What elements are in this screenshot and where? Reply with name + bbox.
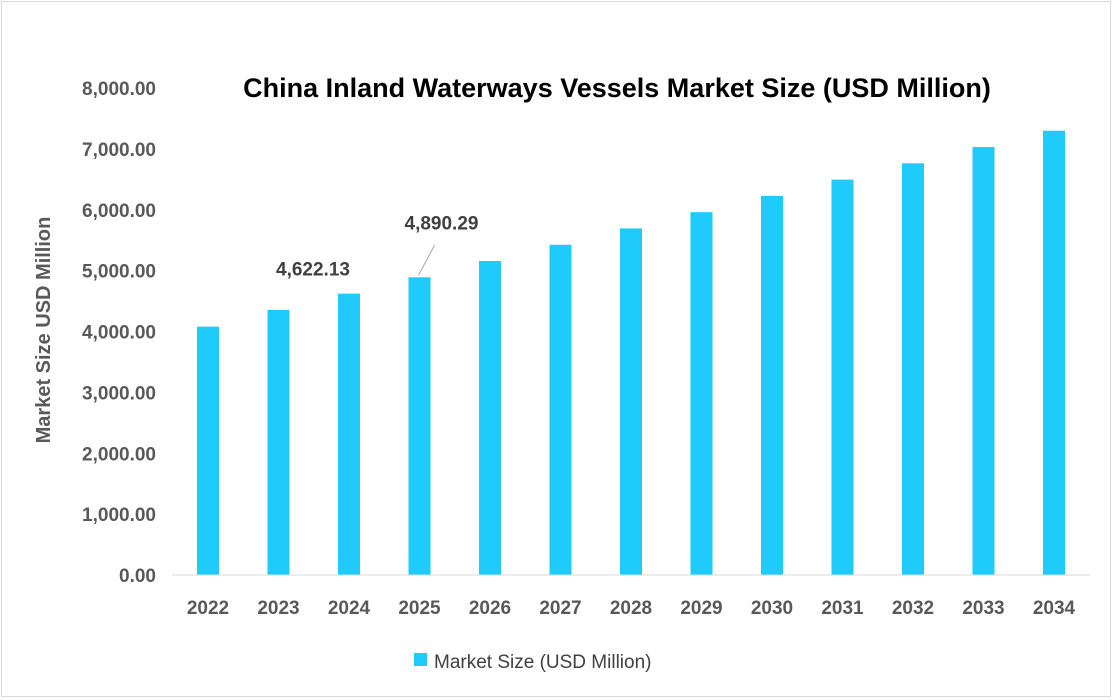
y-tick-label: 8,000.00 [82,79,156,100]
chart-title: China Inland Waterways Vessels Market Si… [243,73,991,103]
bar-2032 [902,163,924,575]
bar-2026 [479,261,501,575]
leader-line [418,245,435,276]
bar-2028 [620,228,642,575]
x-tick-label: 2030 [751,598,793,619]
x-tick-label: 2023 [257,598,299,619]
x-tick-label: 2032 [892,598,934,619]
y-tick-label: 6,000.00 [82,201,156,222]
x-tick-label: 2033 [962,598,1004,619]
x-tick-label: 2024 [328,598,371,619]
y-tick-label: 1,000.00 [82,505,156,526]
x-tick-label: 2028 [610,598,652,619]
y-tick-label: 4,000.00 [82,323,156,344]
legend-swatch [414,653,427,666]
y-tick-label: 0.00 [119,566,156,587]
legend-label: Market Size (USD Million) [434,652,651,673]
y-tick-label: 5,000.00 [82,262,156,283]
x-tick-label: 2027 [539,598,581,619]
bar-2030 [761,195,783,576]
bar-2034 [1043,130,1065,575]
y-tick-label: 2,000.00 [82,444,156,465]
y-axis-label: Market Size USD Million [33,217,55,444]
legend: Market Size (USD Million) [414,652,651,673]
bar-2025 [408,277,431,575]
x-tick-label: 2026 [469,598,511,619]
x-tick-label: 2031 [821,598,864,619]
bar-2023 [267,309,290,575]
bar-2031 [831,179,854,575]
data-label: 4,622.13 [276,260,350,281]
bar-2024 [338,293,360,575]
x-tick-label: 2029 [680,598,722,619]
x-tick-label: 2022 [187,598,229,619]
data-label: 4,890.29 [405,213,479,234]
bar-2027 [549,244,572,576]
x-tick-label: 2025 [398,598,441,619]
x-tick-label: 2034 [1033,598,1076,619]
y-tick-label: 3,000.00 [82,383,156,404]
y-tick-label: 7,000.00 [82,140,156,161]
bar-2033 [972,147,995,575]
bar-2022 [197,326,219,575]
bar-2029 [690,212,713,575]
